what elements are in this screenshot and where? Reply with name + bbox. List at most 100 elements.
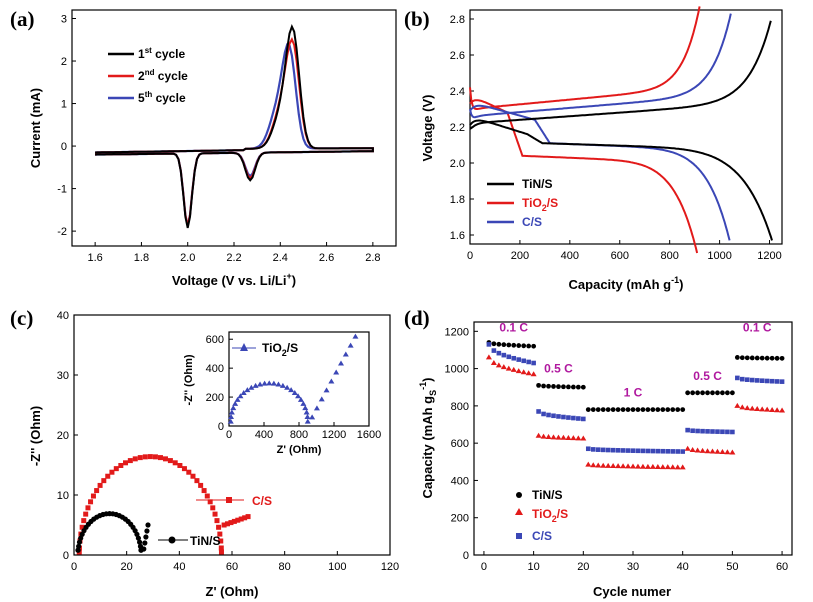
tin-eis-point [137,539,143,545]
tio2-rate-point [734,402,741,408]
tio2-rate-point [714,448,721,454]
panel-a-ytick-label: -1 [57,184,67,196]
cs-eis-tail-point [228,520,234,526]
cs-rate-point [556,414,561,419]
panel-a-ytick-label: 0 [61,141,67,153]
cs-rate-point [774,379,780,384]
inset-legend: TiO2/S [232,341,298,358]
legend-tin-s: TiN/S [522,177,552,191]
tio2-inset-point [284,384,291,390]
legend-c-s: C/S [522,215,542,229]
cs-eis-point [157,455,163,461]
panel-c-ytick-label: 30 [57,370,69,382]
inset-ytick-label: 400 [206,363,224,375]
panel-b-legend: TiN/S TiO2/S C/S [487,177,558,229]
tio2-rate-point [505,365,512,371]
cs-rate-point [630,448,636,453]
tin-rate-point [749,355,755,361]
cs-rate-point [759,378,765,383]
tio2-rate-point [749,405,756,411]
cs-rate-point [655,448,661,454]
tin-rate-point [769,355,775,361]
cs-eis-point [212,511,218,517]
cs-eis-point [152,454,158,460]
tio2-rate-point [654,463,661,469]
tio2-inset-tail-point [313,405,320,411]
panel-d-xtick-label: 0 [481,561,487,573]
cs-eis-point [113,466,119,472]
cs-rate-point [585,446,591,452]
cs-rate-point [595,447,601,452]
cs-eis-point [88,499,94,505]
cs-eis-point [127,458,133,464]
tin-rate-point [685,390,691,396]
panel-b-xtick-label: 0 [467,250,473,262]
panel-b-xtick-label: 600 [611,250,629,262]
cs-eis-point [105,473,111,479]
panel-c-legend: C/S TiN/S [158,494,272,548]
tin-rate-point [635,407,641,413]
cs-rate-point [715,429,720,434]
cs-rate-point [779,379,785,384]
tin-rate-point [546,383,551,389]
cs-rate-point [536,409,541,414]
tio2-rate-point [510,366,517,372]
tio2-inset-tail-point [309,414,316,420]
tio2-rate-point [694,447,701,453]
cs-rate-point [506,354,512,360]
tin-rate-point [615,407,621,413]
cs-rate-point [744,377,750,382]
cs-rate-point [695,428,700,434]
tin-rate-point [655,407,661,413]
panel-c-ytick-label: 40 [57,310,69,322]
rate-label: 0.1 C [743,320,772,334]
tin-rate-point [561,384,566,390]
cs-rate-point [620,448,626,453]
panel-d-xtick-label: 60 [776,561,788,573]
tio2-inset-point [227,418,234,424]
tio2-rate-point [535,432,542,438]
cs-rate-point [680,449,685,454]
tio2-rate-point [704,448,711,454]
tin-rate-point [580,384,586,390]
tin-rate-point [774,355,780,361]
tio2-rate-point [679,464,686,470]
cs-rate-point [546,412,551,418]
inset-xtick-label: 400 [255,429,273,441]
cs-rate-point [531,360,536,366]
tio2-inset-point [303,409,310,415]
cs-rate-point [576,416,581,421]
tio2-rate-point [585,461,592,467]
cs-rate-point [675,449,681,454]
panel-a-xlabel: Voltage (V vs. Li/Li+) [172,271,296,288]
tio2-rate-point [729,449,736,455]
panel-d-xtick-label: 50 [726,561,738,573]
tin-rate-point [650,407,656,413]
tio2-inset-point [240,389,247,395]
cs-eis-point [167,458,173,464]
cs-rate-point [615,448,621,453]
rate-label: 1 C [624,386,643,400]
tio2-rate-point [485,354,492,360]
tio2-rate-point [684,445,691,451]
tio2-rate-point [525,370,532,376]
tio2-rate-point [709,448,716,454]
tio2-rate-point [719,449,726,455]
tio2-rate-point [540,433,547,439]
tin-rate-point [675,407,681,413]
tin-rate-point [680,407,686,413]
cs-rate-point [720,429,725,435]
panel-b-xtick-label: 200 [511,250,529,262]
tin-eis-point [76,539,83,545]
cs-rate-point [705,429,710,434]
cs-eis-point [177,462,183,468]
cs-rate-point [486,342,492,347]
panel-d-xtick-label: 40 [677,561,689,573]
tio2-rate-point [630,463,636,469]
panel-c-label: (c) [10,306,33,330]
tin-rate-point [739,355,745,361]
cs-rate-point [670,449,676,454]
cs-eis-point [147,454,153,460]
tin-rate-point [501,342,507,348]
tin-rate-point [754,355,760,361]
